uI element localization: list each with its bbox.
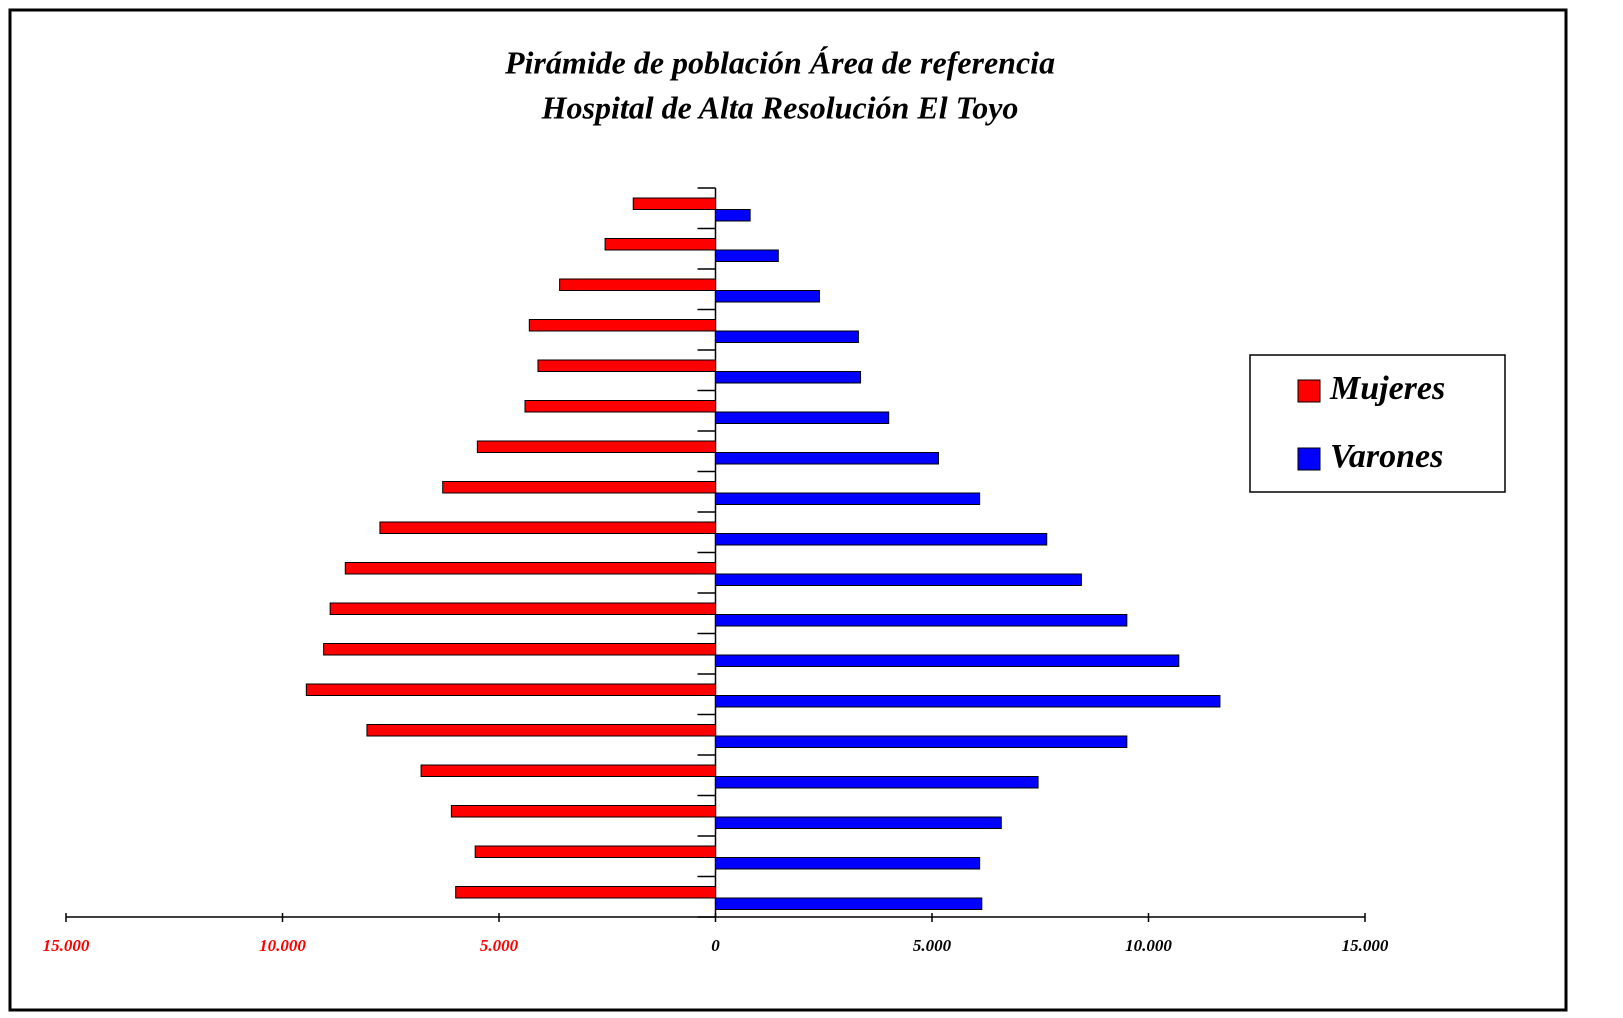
legend-box (1249, 354, 1506, 493)
legend-label: Mujeres (1329, 370, 1445, 407)
bar (476, 440, 716, 453)
bar (366, 724, 716, 737)
x-tick-label: 10.000 (1125, 936, 1172, 955)
bar (715, 897, 983, 910)
bar (420, 764, 716, 777)
bar (715, 695, 1221, 708)
x-tick-label: 15.000 (43, 936, 90, 955)
bar (715, 614, 1128, 627)
bar (715, 573, 1082, 586)
bar (604, 238, 717, 251)
bar (329, 602, 716, 615)
bar (715, 371, 862, 384)
bar (715, 411, 890, 424)
bar (474, 845, 716, 858)
bar (715, 533, 1048, 546)
bar (715, 654, 1180, 667)
legend-label: Varones (1330, 438, 1443, 475)
bar (559, 278, 716, 291)
bar (450, 805, 716, 818)
chart-title: Hospital de Alta Resolución El Toyo (541, 89, 1019, 125)
bar (524, 400, 716, 413)
x-tick-label: 10.000 (259, 936, 306, 955)
legend-swatch (1297, 447, 1321, 471)
bar (528, 319, 716, 332)
bar (715, 249, 779, 262)
bar (344, 562, 716, 575)
bar (323, 643, 716, 656)
bar (537, 359, 716, 372)
bar (305, 683, 716, 696)
bar (715, 209, 751, 222)
chart-title: Pirámide de población Área de referencia (504, 44, 1055, 80)
x-tick-label: 5.000 (913, 936, 952, 955)
bar (715, 330, 859, 343)
legend-swatch (1297, 379, 1321, 403)
x-tick-label: 0 (711, 936, 720, 955)
bar (715, 816, 1002, 829)
x-tick-label: 5.000 (480, 936, 519, 955)
bar (715, 735, 1128, 748)
bar (715, 492, 981, 505)
bar (715, 857, 981, 870)
bar (379, 521, 716, 534)
bar (715, 776, 1039, 789)
x-tick-label: 15.000 (1342, 936, 1389, 955)
bar (715, 452, 939, 465)
bar (632, 197, 716, 210)
bar (442, 481, 716, 494)
bar (455, 886, 716, 899)
bar (715, 290, 820, 303)
chart-frame (8, 8, 1568, 1012)
